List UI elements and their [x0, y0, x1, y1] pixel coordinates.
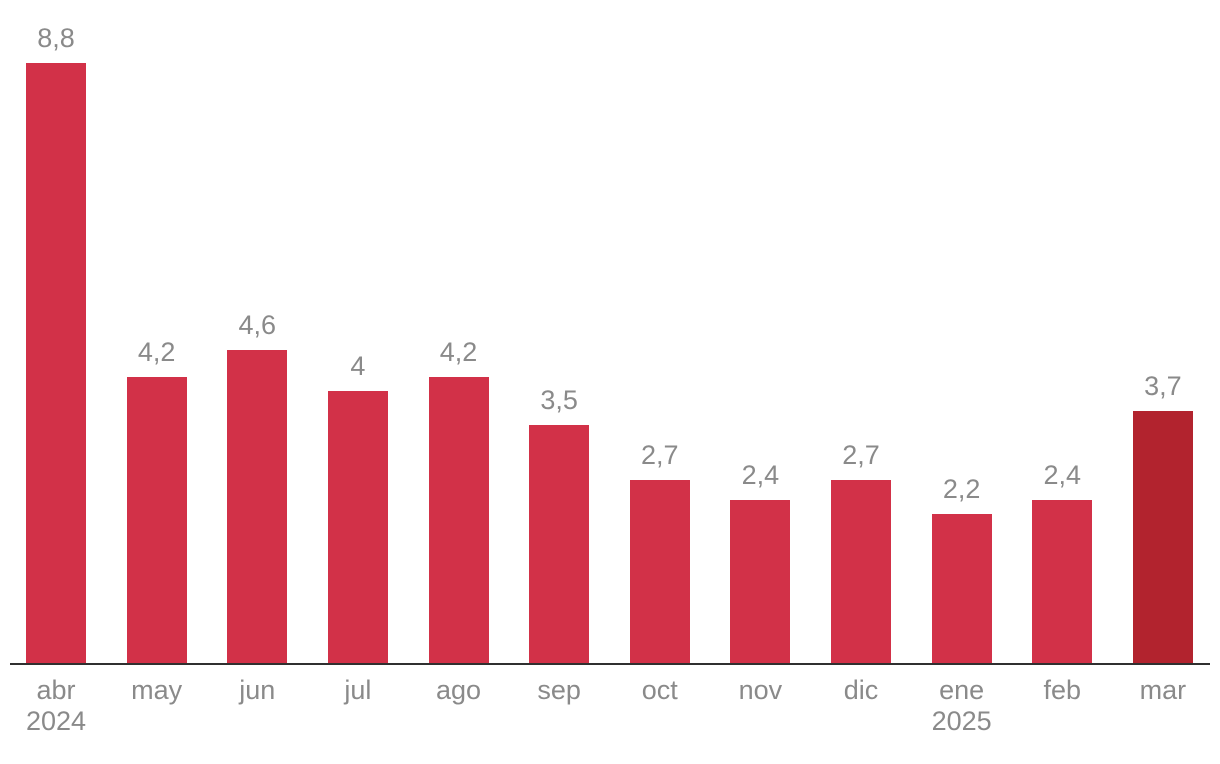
x-axis-label: may [131, 675, 182, 737]
bar-column: 3,5 sep [529, 384, 590, 737]
x-axis-label: ene 2025 [932, 675, 992, 737]
bar-jun [227, 350, 288, 664]
x-axis-month-label: sep [537, 675, 581, 705]
x-axis-label: abr 2024 [26, 675, 86, 737]
bars-row: 8,8 abr 2024 4,2 may 4,6 jun 4 jul 4,2 [26, 0, 1193, 737]
x-axis-label: mar [1140, 675, 1187, 737]
x-axis-month-label: dic [843, 675, 879, 705]
bar-column: 2,7 oct [629, 439, 690, 737]
bar-value-label: 4,2 [439, 337, 478, 367]
bar-sep [529, 425, 590, 664]
x-axis-month-label: oct [641, 675, 678, 705]
bar-column: 2,4 feb [1032, 459, 1093, 737]
bar-nov [730, 500, 791, 664]
x-axis-label: feb [1043, 675, 1081, 737]
x-axis-month-label: nov [738, 675, 783, 705]
x-axis-month-label: ago [435, 675, 482, 705]
x-axis-month-label: feb [1043, 675, 1082, 705]
x-axis-label: dic [844, 675, 879, 737]
bar-column: 2,7 dic [831, 439, 891, 737]
bar-ago [428, 377, 489, 664]
bar-value-label: 2,2 [942, 474, 981, 504]
bar-value-label: 2,7 [640, 440, 679, 470]
bar-ene [931, 514, 992, 664]
bar-dic [831, 480, 891, 664]
x-axis-year-label: 2024 [25, 706, 87, 736]
bar-may [126, 377, 187, 664]
bar-jul [327, 391, 388, 664]
bar-value-label: 2,7 [842, 440, 880, 470]
bar-value-label: 4,6 [238, 310, 277, 340]
x-axis-month-label: jul [344, 675, 372, 705]
bar-mar [1132, 411, 1193, 664]
bar-value-label: 4 [350, 351, 366, 381]
x-axis-month-label: abr [36, 675, 76, 705]
bar-column: 4 jul [327, 350, 388, 737]
bar-column: 4,2 may [126, 336, 187, 737]
x-axis-label: jul [344, 675, 371, 737]
bar-value-label: 3,7 [1144, 371, 1182, 401]
x-axis-label: nov [739, 675, 783, 737]
x-axis-line [10, 663, 1210, 665]
bar-value-label: 4,2 [137, 337, 176, 367]
bar-oct [629, 480, 690, 664]
x-axis-month-label: ene [939, 675, 985, 705]
x-axis-label: ago [436, 675, 481, 737]
x-axis-year-label: 2025 [931, 706, 992, 736]
bar-column: 8,8 abr 2024 [26, 22, 86, 737]
x-axis-label: sep [537, 675, 581, 737]
x-axis-label: oct [642, 675, 678, 737]
bar-value-label: 2,4 [1043, 460, 1082, 490]
x-axis-label: jun [239, 675, 275, 737]
x-axis-month-label: jun [239, 675, 276, 705]
x-axis-month-label: mar [1139, 675, 1187, 705]
bar-column: 2,4 nov [730, 459, 791, 737]
x-axis-month-label: may [131, 675, 183, 705]
bar-value-label: 3,5 [540, 385, 578, 415]
bar-column: 2,2 ene 2025 [932, 473, 992, 737]
bar-value-label: 8,8 [37, 23, 75, 53]
bar-abr [26, 63, 86, 664]
bar-column: 4,6 jun [227, 309, 288, 737]
bar-column: 3,7 mar [1132, 370, 1193, 737]
bar-value-label: 2,4 [741, 460, 780, 490]
bar-column: 4,2 ago [428, 336, 489, 737]
bar-feb [1032, 500, 1093, 664]
